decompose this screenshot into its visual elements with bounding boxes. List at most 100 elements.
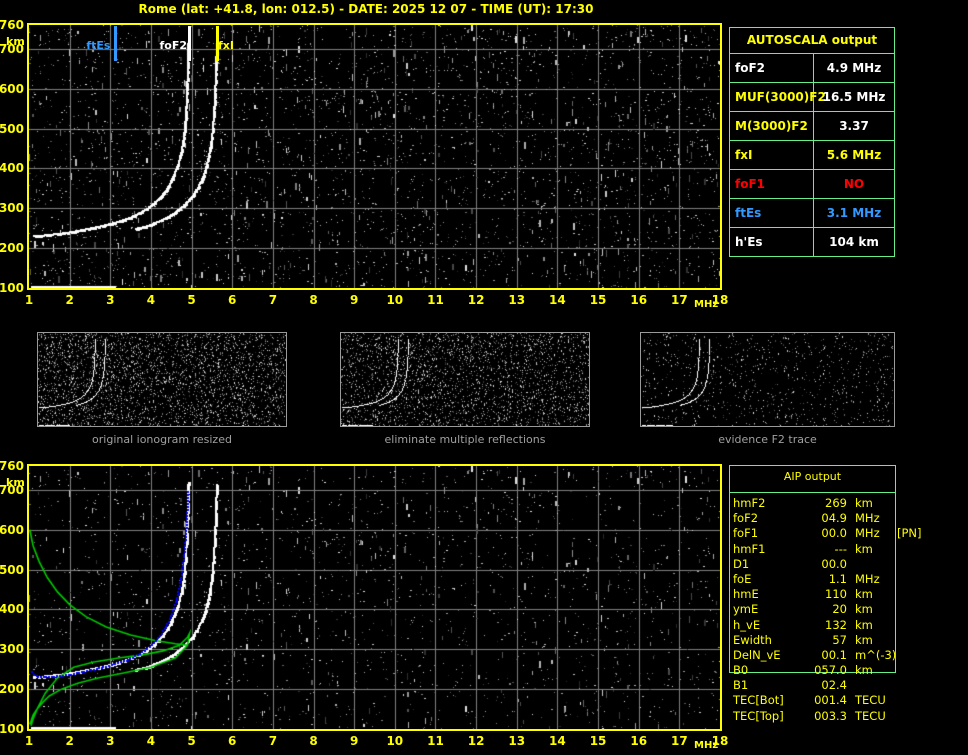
y-tick-main-600: 600 bbox=[0, 81, 24, 96]
x-tick-bottom-1: 1 bbox=[24, 734, 34, 748]
aip-row: ymE 20 km bbox=[733, 602, 963, 617]
aip-title-divider bbox=[730, 492, 895, 493]
aip-name: hmE bbox=[733, 587, 759, 602]
x-tick-main-12: 12 bbox=[467, 293, 485, 307]
aip-row: DelN_vE 00.1 m^(-3) bbox=[733, 648, 963, 663]
aip-unit: km bbox=[855, 602, 873, 617]
aip-unit: MHz bbox=[855, 571, 880, 586]
x-tick-main-8: 8 bbox=[309, 293, 318, 307]
aip-value: 003.3 bbox=[814, 708, 847, 723]
aip-unit: km bbox=[855, 617, 873, 632]
x-tick-bottom-16: 16 bbox=[630, 734, 648, 748]
thumbnail-caption-1: original ionogram resized bbox=[92, 433, 232, 446]
aip-value: 110 bbox=[825, 587, 847, 602]
x-tick-main-1: 1 bbox=[24, 293, 34, 307]
x-tick-bottom-8: 8 bbox=[309, 734, 318, 748]
autoscala-row: fxI 5.6 MHz bbox=[730, 141, 894, 170]
x-tick-bottom-6: 6 bbox=[228, 734, 237, 748]
x-tick-bottom-4: 4 bbox=[146, 734, 156, 748]
x-tick-bottom-14: 14 bbox=[549, 734, 566, 748]
main-ionogram-plot[interactable] bbox=[27, 23, 722, 290]
aip-value: 057.0 bbox=[814, 663, 847, 678]
thumbnail-original-ionogram[interactable] bbox=[37, 332, 287, 427]
y-tick-main-300: 300 bbox=[0, 201, 24, 216]
autoscala-key: foF1 bbox=[730, 170, 814, 198]
aip-name: TEC[Bot] bbox=[733, 693, 784, 708]
x-tick-main-17: 17 bbox=[670, 293, 688, 307]
autoscala-value: 4.9 MHz bbox=[826, 61, 882, 75]
aip-name: hmF1 bbox=[733, 541, 766, 556]
aip-title: AIP output bbox=[783, 470, 842, 483]
marker-bar-fxI[interactable] bbox=[215, 26, 219, 61]
aip-row: foF2 04.9 MHz bbox=[733, 511, 963, 526]
marker-label-fxI: fxI bbox=[217, 39, 234, 52]
aip-name: h_vE bbox=[733, 617, 761, 632]
x-tick-main-6: 6 bbox=[228, 293, 237, 307]
x-tick-bottom-10: 10 bbox=[386, 734, 404, 748]
aip-rows: hmF2 269 km foF2 04.9 MHz foF1 00.0 MHz [PN] hmF1 -… bbox=[733, 496, 963, 724]
aip-value: 57 bbox=[832, 632, 847, 647]
y-axis-unit-main: km bbox=[6, 35, 25, 48]
aip-value: 02.4 bbox=[821, 678, 847, 693]
marker-label-foF2: foF2 bbox=[159, 39, 188, 52]
thumbnail-eliminate-multiple-reflections[interactable] bbox=[340, 332, 590, 427]
y-tick-main-200: 200 bbox=[0, 241, 24, 256]
x-tick-main-15: 15 bbox=[589, 293, 607, 307]
x-tick-main-16: 16 bbox=[630, 293, 648, 307]
y-tick-main-700: 700 bbox=[0, 41, 24, 56]
autoscala-title: AUTOSCALA output bbox=[730, 28, 894, 54]
autoscala-value: 16.5 MHz bbox=[822, 90, 886, 104]
aip-row: foF1 00.0 MHz [PN] bbox=[733, 526, 963, 541]
y-tick-main-400: 400 bbox=[0, 161, 24, 176]
aip-unit: km bbox=[855, 496, 873, 510]
thumbnail-evidence-f2-trace[interactable] bbox=[640, 332, 895, 427]
y-tick-main-500: 500 bbox=[0, 121, 24, 136]
x-tick-bottom-3: 3 bbox=[106, 734, 115, 748]
aip-value: 04.9 bbox=[821, 511, 847, 526]
y-tick-bottom-760: 760 bbox=[0, 459, 24, 473]
bottom-ionogram-plot[interactable] bbox=[27, 464, 722, 731]
aip-name: hmF2 bbox=[733, 496, 766, 510]
x-tick-bottom-13: 13 bbox=[508, 734, 526, 748]
autoscala-value: NO bbox=[843, 177, 865, 191]
aip-name: ymE bbox=[733, 602, 759, 617]
x-tick-main-14: 14 bbox=[549, 293, 566, 307]
y-tick-bottom-200: 200 bbox=[0, 682, 24, 697]
aip-output-box bbox=[729, 465, 896, 673]
aip-unit: km bbox=[855, 663, 873, 678]
autoscala-value: 3.1 MHz bbox=[826, 206, 882, 220]
marker-bar-foF2[interactable] bbox=[187, 26, 191, 61]
marker-label-ftEs: ftEs bbox=[86, 39, 111, 52]
aip-unit: km bbox=[855, 632, 873, 647]
y-tick-bottom-600: 600 bbox=[0, 522, 24, 537]
autoscala-key: foF2 bbox=[730, 54, 814, 82]
marker-bar-ftEs[interactable] bbox=[114, 26, 118, 61]
y-tick-bottom-100: 100 bbox=[0, 722, 24, 736]
aip-unit: m^(-3) bbox=[855, 647, 897, 662]
aip-unit: km bbox=[855, 541, 873, 556]
aip-name: foF2 bbox=[733, 511, 759, 526]
aip-name: B1 bbox=[733, 678, 749, 693]
x-tick-bottom-2: 2 bbox=[65, 734, 74, 748]
aip-row: Ewidth 57 km bbox=[733, 633, 963, 648]
aip-row: B0 057.0 km bbox=[733, 663, 963, 678]
y-tick-bottom-700: 700 bbox=[0, 482, 24, 497]
y-tick-bottom-400: 400 bbox=[0, 602, 24, 617]
x-tick-bottom-7: 7 bbox=[268, 734, 278, 748]
page-title: Rome (lat: +41.8, lon: 012.5) - DATE: 20… bbox=[138, 2, 594, 16]
autoscala-key: h'Es bbox=[730, 228, 814, 256]
aip-row: B1 02.4 bbox=[733, 678, 963, 693]
x-tick-bottom-5: 5 bbox=[187, 734, 196, 748]
autoscala-value: 104 km bbox=[829, 235, 879, 249]
x-tick-bottom-17: 17 bbox=[670, 734, 688, 748]
aip-name: B0 bbox=[733, 663, 749, 678]
aip-value: 132 bbox=[825, 617, 847, 632]
x-axis-unit-bottom: MHz bbox=[694, 740, 719, 751]
x-tick-main-10: 10 bbox=[386, 293, 404, 307]
aip-unit: MHz bbox=[855, 526, 880, 541]
y-tick-main-100: 100 bbox=[0, 281, 24, 295]
aip-row: foE 1.1 MHz bbox=[733, 572, 963, 587]
aip-unit: km bbox=[855, 587, 873, 602]
autoscala-row: ftEs 3.1 MHz bbox=[730, 199, 894, 228]
aip-row: hmE 110 km bbox=[733, 587, 963, 602]
